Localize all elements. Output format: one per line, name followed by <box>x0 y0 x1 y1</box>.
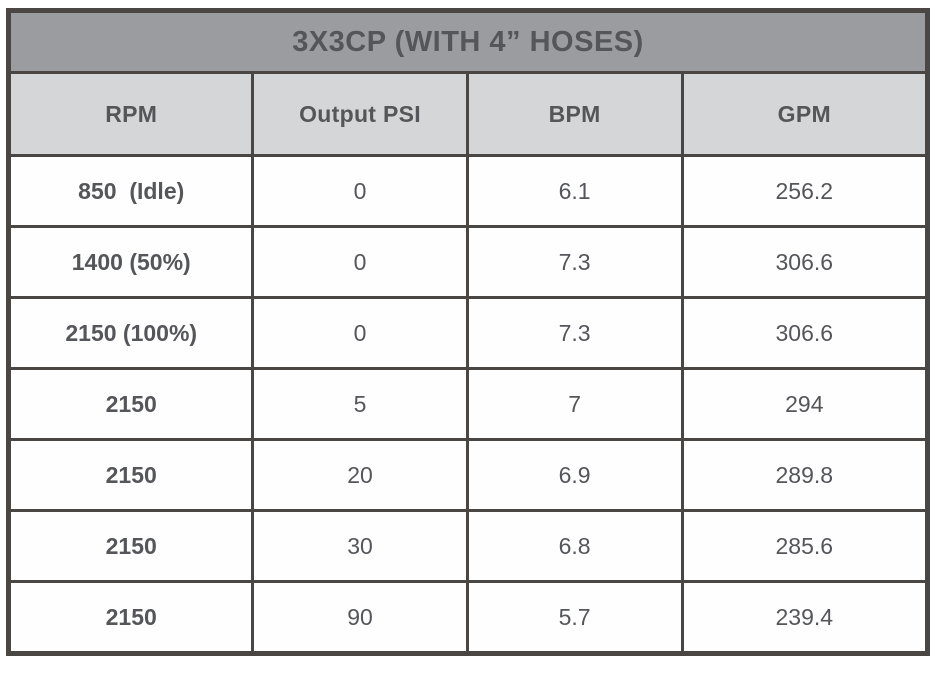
bpm-cell: 7.3 <box>465 225 684 299</box>
table-row: 1400 (50%) 0 7.3 306.6 <box>6 225 930 299</box>
rpm-cell: 2150 <box>6 438 255 512</box>
rpm-cell: 1400 (50%) <box>6 225 255 299</box>
table-row: 2150 20 6.9 289.8 <box>6 438 930 512</box>
column-header-rpm: RPM <box>6 71 255 157</box>
title-row: 3X3CP (WITH 4” HOSES) <box>7 9 929 74</box>
bpm-cell: 6.1 <box>465 154 684 228</box>
gpm-cell: 306.6 <box>680 225 930 299</box>
psi-cell: 90 <box>251 580 469 655</box>
table-title: 3X3CP (WITH 4” HOSES) <box>7 9 929 74</box>
psi-cell: 0 <box>251 296 469 370</box>
rpm-cell: 2150 (100%) <box>6 296 255 370</box>
table-row: 2150 90 5.7 239.4 <box>6 580 930 655</box>
header-row: RPM Output PSI BPM GPM <box>6 71 930 157</box>
table-row: 2150 30 6.8 285.6 <box>6 509 930 583</box>
rpm-cell: 850 (Idle) <box>6 154 255 228</box>
pump-performance-table: 3X3CP (WITH 4” HOSES) RPM Output PSI BPM… <box>6 8 930 656</box>
gpm-cell: 289.8 <box>680 438 930 512</box>
gpm-cell: 256.2 <box>680 154 930 228</box>
rpm-cell: 2150 <box>6 367 255 441</box>
rpm-cell: 2150 <box>6 509 255 583</box>
column-header-gpm: GPM <box>680 71 930 157</box>
table-row: 2150 5 7 294 <box>6 367 930 441</box>
table-body: 850 (Idle) 0 6.1 256.2 1400 (50%) 0 7.3 306.6 21… <box>6 154 930 655</box>
gpm-cell: 294 <box>680 367 930 441</box>
bpm-cell: 7 <box>465 367 684 441</box>
psi-cell: 30 <box>251 509 469 583</box>
bpm-cell: 6.9 <box>465 438 684 512</box>
rpm-cell: 2150 <box>6 580 255 655</box>
bpm-cell: 5.7 <box>465 580 684 655</box>
column-header-bpm: BPM <box>465 71 684 157</box>
gpm-cell: 239.4 <box>680 580 930 655</box>
gpm-cell: 285.6 <box>680 509 930 583</box>
gpm-cell: 306.6 <box>680 296 930 370</box>
psi-cell: 20 <box>251 438 469 512</box>
bpm-cell: 6.8 <box>465 509 684 583</box>
table-row: 2150 (100%) 0 7.3 306.6 <box>6 296 930 370</box>
table-row: 850 (Idle) 0 6.1 256.2 <box>6 154 930 228</box>
psi-cell: 0 <box>251 225 469 299</box>
column-header-output-psi: Output PSI <box>251 71 469 157</box>
psi-cell: 0 <box>251 154 469 228</box>
psi-cell: 5 <box>251 367 469 441</box>
bpm-cell: 7.3 <box>465 296 684 370</box>
